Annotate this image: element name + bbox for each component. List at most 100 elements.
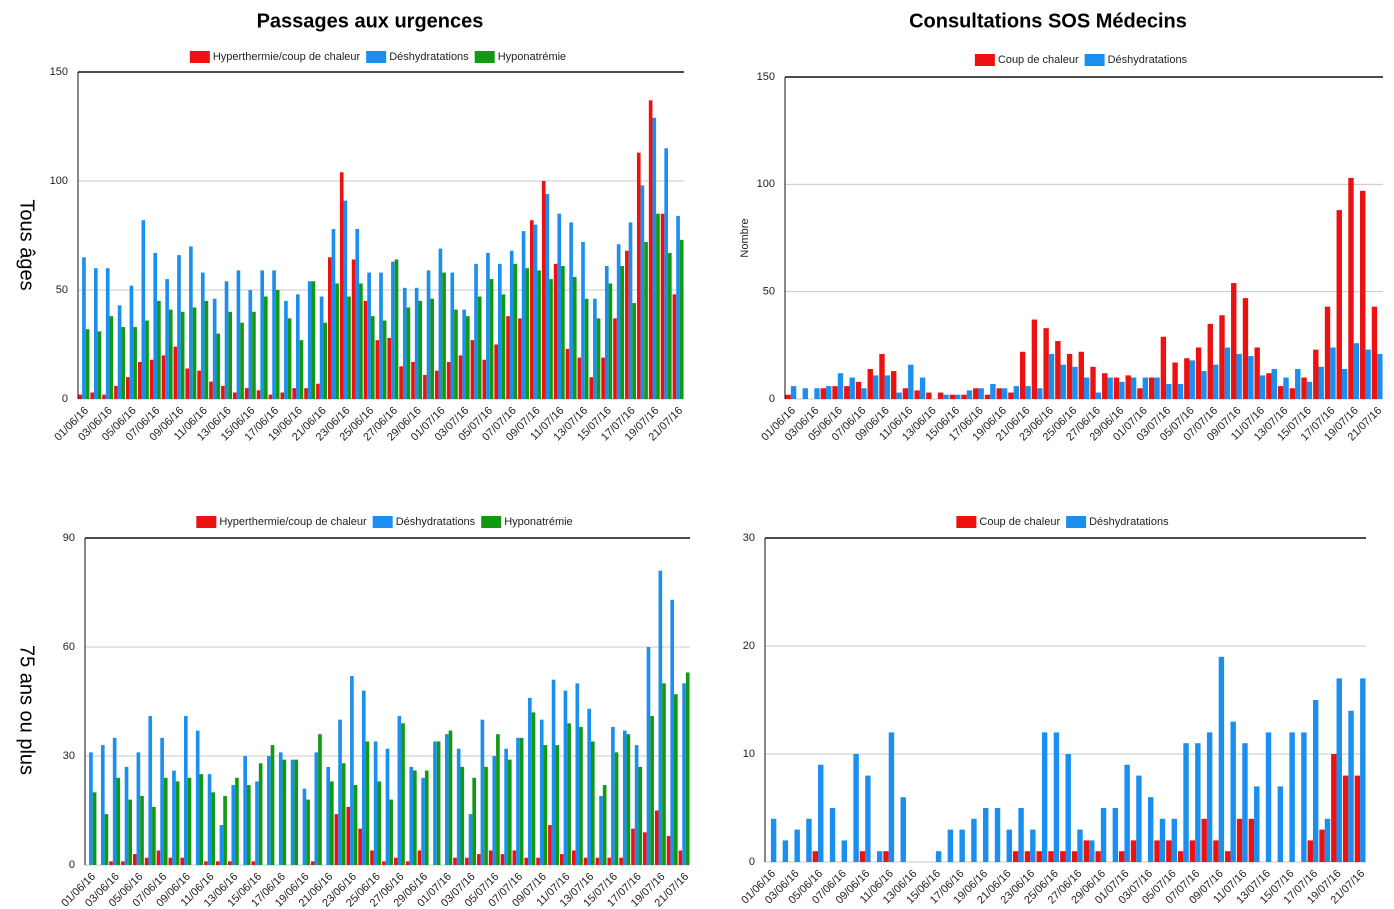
bar — [1289, 388, 1296, 399]
bar — [1142, 377, 1149, 399]
bar — [470, 340, 475, 399]
legend: Hyperthermie/coup de chaleur Déshydratati… — [189, 51, 566, 63]
bar — [129, 285, 134, 399]
bar — [417, 850, 422, 865]
bar — [1242, 298, 1249, 399]
bar — [219, 825, 224, 865]
bar — [456, 748, 461, 865]
y-axis-label: Nombre — [739, 218, 751, 257]
bar — [1095, 392, 1102, 399]
bar — [402, 287, 407, 399]
bar — [148, 716, 153, 865]
bar — [414, 287, 419, 399]
bar — [296, 294, 300, 399]
bar — [1112, 808, 1119, 862]
bar — [666, 835, 671, 865]
bar — [861, 388, 867, 399]
bar — [163, 777, 168, 865]
bar — [524, 857, 529, 865]
bar — [165, 279, 169, 399]
bar — [959, 829, 965, 862]
bar — [260, 270, 264, 399]
y-tick-label: 150 — [757, 71, 775, 83]
bar — [983, 808, 989, 862]
legend-swatch — [196, 516, 217, 528]
bar — [294, 759, 299, 865]
bar — [1353, 343, 1360, 399]
bar — [682, 683, 686, 865]
bar — [252, 311, 256, 399]
bar — [1207, 323, 1213, 399]
bar — [1254, 786, 1260, 862]
bar — [643, 832, 647, 865]
bar — [955, 394, 961, 399]
bar — [1360, 190, 1366, 399]
bar — [512, 850, 517, 865]
bar — [1265, 732, 1272, 862]
bar — [664, 148, 668, 399]
bar — [518, 318, 522, 399]
bar — [246, 785, 251, 865]
bar — [477, 296, 482, 399]
bar — [377, 781, 382, 865]
bar — [290, 759, 295, 865]
bar — [173, 346, 178, 399]
bar — [287, 318, 292, 399]
legend-swatch — [474, 51, 495, 63]
chart: 010203001/06/1603/06/1605/06/1607/06/160… — [739, 516, 1367, 907]
bar — [282, 759, 287, 865]
bar — [601, 357, 605, 399]
bar — [224, 281, 229, 399]
bar — [516, 737, 520, 865]
bar — [652, 117, 657, 399]
bar — [319, 296, 324, 399]
bar — [116, 777, 121, 865]
bar — [216, 333, 221, 399]
bar — [575, 683, 580, 865]
bar — [1036, 851, 1042, 862]
bar — [109, 861, 113, 865]
bar — [676, 215, 680, 399]
legend: Hyperthermie/coup de chaleur Déshydratati… — [196, 516, 573, 528]
bar — [1001, 388, 1008, 399]
bar — [128, 799, 132, 865]
bar — [865, 775, 871, 862]
bar — [611, 726, 615, 865]
bar — [551, 679, 556, 865]
bar — [672, 294, 677, 399]
bar — [636, 152, 641, 399]
bar — [235, 777, 239, 865]
bar — [1248, 356, 1254, 399]
bar — [197, 370, 201, 399]
bar — [204, 861, 208, 865]
bar — [444, 734, 449, 865]
bar — [140, 795, 144, 865]
bar — [949, 394, 956, 399]
legend-label: Déshydratations — [396, 516, 476, 528]
row-label: Tous âges — [16, 199, 38, 290]
bar — [498, 263, 502, 399]
legend-label: Coup de chaleur — [998, 54, 1079, 66]
bar — [616, 244, 621, 399]
bar — [599, 795, 603, 865]
bar — [640, 185, 645, 399]
bar — [1307, 840, 1313, 862]
bar — [528, 697, 532, 865]
bar — [1212, 364, 1219, 399]
bar — [1166, 383, 1172, 399]
bar — [306, 799, 310, 865]
bar — [619, 857, 623, 865]
bar — [121, 861, 125, 865]
bar — [1012, 851, 1019, 862]
bar — [330, 781, 334, 865]
bar — [326, 766, 331, 865]
bar — [355, 228, 360, 399]
bar — [553, 263, 558, 399]
bar — [448, 730, 453, 865]
bar — [984, 394, 991, 399]
bar — [114, 385, 118, 399]
bar — [1090, 366, 1096, 399]
bar — [1013, 386, 1020, 399]
bar — [1254, 347, 1260, 399]
bar — [1201, 371, 1207, 399]
